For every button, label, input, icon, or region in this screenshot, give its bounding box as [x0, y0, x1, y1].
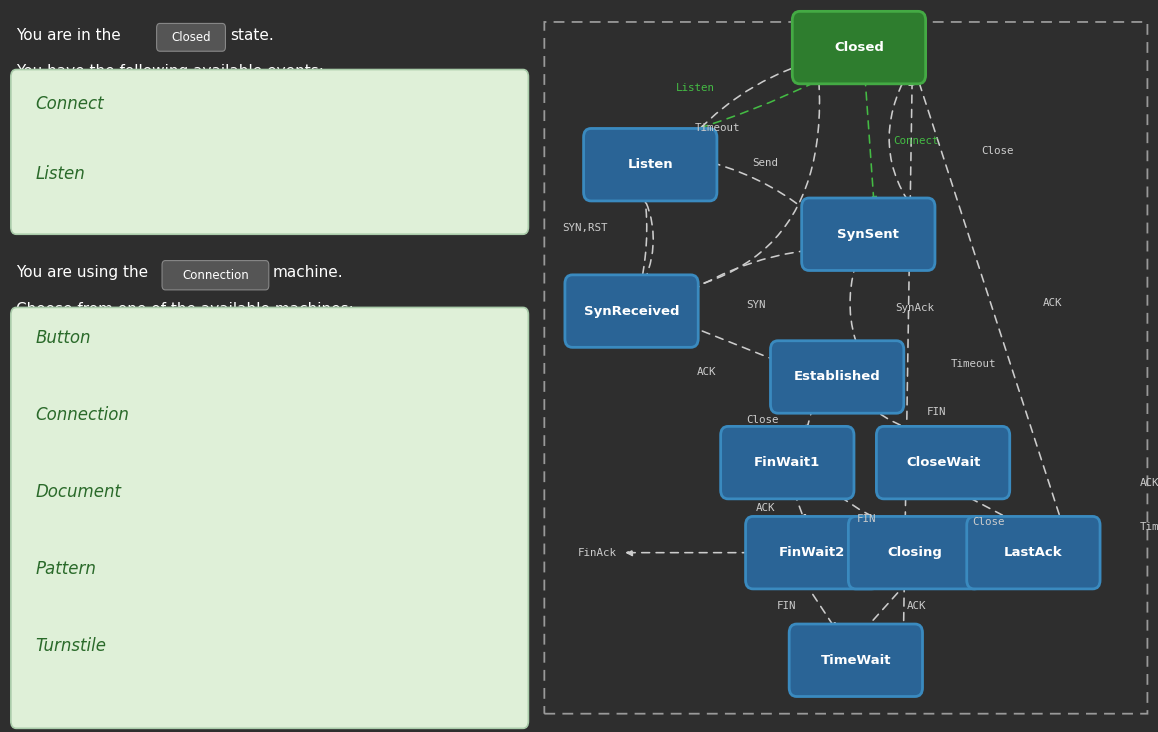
Text: ACK: ACK	[1139, 478, 1158, 488]
FancyArrowPatch shape	[958, 491, 1018, 523]
Text: Timeout: Timeout	[951, 359, 996, 368]
FancyArrowPatch shape	[805, 407, 813, 430]
FancyBboxPatch shape	[849, 517, 982, 589]
Text: ACK: ACK	[756, 503, 775, 512]
FancyArrowPatch shape	[673, 76, 827, 137]
Text: FinWait2: FinWait2	[779, 546, 845, 559]
FancyArrowPatch shape	[850, 264, 859, 351]
Text: Listen: Listen	[35, 165, 85, 183]
Text: TimeWait: TimeWait	[821, 654, 892, 667]
Text: Established: Established	[793, 370, 880, 384]
FancyArrowPatch shape	[889, 79, 925, 224]
Text: Send: Send	[753, 158, 778, 168]
Text: state.: state.	[230, 28, 274, 42]
Text: You are using the: You are using the	[16, 265, 148, 280]
FancyBboxPatch shape	[967, 517, 1100, 589]
FancyArrowPatch shape	[712, 163, 818, 220]
FancyArrowPatch shape	[637, 195, 647, 293]
Text: machine.: machine.	[272, 265, 343, 280]
FancyArrowPatch shape	[819, 478, 887, 524]
Text: Connection: Connection	[182, 269, 249, 282]
Text: SynAck: SynAck	[895, 303, 935, 313]
Text: SynSent: SynSent	[837, 228, 900, 241]
FancyBboxPatch shape	[584, 129, 717, 201]
Text: Close: Close	[972, 518, 1004, 527]
Text: Closing: Closing	[887, 546, 943, 559]
FancyArrowPatch shape	[675, 321, 785, 365]
FancyArrowPatch shape	[640, 190, 653, 281]
FancyBboxPatch shape	[801, 198, 935, 270]
Text: Timeout: Timeout	[695, 123, 740, 133]
FancyArrowPatch shape	[865, 582, 907, 630]
FancyBboxPatch shape	[790, 624, 923, 697]
Text: Timeout: Timeout	[1139, 522, 1158, 532]
FancyBboxPatch shape	[10, 70, 528, 234]
Text: Connect: Connect	[35, 95, 104, 113]
Text: Document: Document	[35, 483, 122, 501]
Text: FIN: FIN	[857, 514, 877, 524]
Text: FIN: FIN	[926, 408, 946, 417]
Text: Choose from one of the available machines:: Choose from one of the available machine…	[16, 302, 354, 316]
Text: Pattern: Pattern	[35, 560, 96, 578]
FancyBboxPatch shape	[720, 426, 853, 499]
FancyBboxPatch shape	[770, 341, 903, 413]
Text: Close: Close	[746, 415, 779, 425]
FancyBboxPatch shape	[156, 23, 226, 51]
FancyBboxPatch shape	[877, 426, 1010, 499]
Text: LastAck: LastAck	[1004, 546, 1063, 559]
FancyArrowPatch shape	[626, 550, 750, 556]
FancyArrowPatch shape	[794, 493, 805, 521]
Text: Turnstile: Turnstile	[35, 637, 107, 655]
FancyArrowPatch shape	[604, 66, 821, 297]
Text: ACK: ACK	[1043, 298, 1063, 308]
Text: ACK: ACK	[697, 367, 717, 377]
Text: Close: Close	[982, 146, 1014, 155]
FancyArrowPatch shape	[676, 248, 836, 300]
FancyArrowPatch shape	[913, 66, 1068, 542]
FancyArrowPatch shape	[903, 80, 915, 649]
FancyBboxPatch shape	[162, 261, 269, 290]
Text: Button: Button	[35, 329, 90, 348]
Text: FinAck: FinAck	[578, 548, 617, 558]
Text: Closed: Closed	[171, 31, 211, 44]
FancyBboxPatch shape	[565, 275, 698, 348]
FancyBboxPatch shape	[10, 307, 528, 728]
FancyBboxPatch shape	[746, 517, 879, 589]
Text: CloseWait: CloseWait	[906, 456, 981, 469]
Text: SYN,RST: SYN,RST	[562, 223, 608, 233]
FancyArrowPatch shape	[868, 406, 926, 436]
Text: Listen: Listen	[628, 158, 673, 171]
FancyArrowPatch shape	[865, 78, 877, 202]
Text: SynReceived: SynReceived	[584, 305, 680, 318]
Text: Connect: Connect	[894, 136, 939, 146]
Text: Listen: Listen	[676, 83, 716, 93]
Text: FIN: FIN	[777, 602, 797, 611]
FancyBboxPatch shape	[792, 11, 925, 83]
Text: You have the following available events:: You have the following available events:	[16, 64, 324, 78]
Text: FinWait1: FinWait1	[754, 456, 820, 469]
Text: SYN: SYN	[746, 299, 765, 310]
FancyArrowPatch shape	[682, 61, 807, 149]
FancyArrowPatch shape	[805, 583, 836, 629]
Text: ACK: ACK	[907, 602, 926, 611]
Text: Closed: Closed	[834, 41, 884, 54]
Text: You are in the: You are in the	[16, 28, 120, 42]
Text: Connection: Connection	[35, 406, 129, 425]
